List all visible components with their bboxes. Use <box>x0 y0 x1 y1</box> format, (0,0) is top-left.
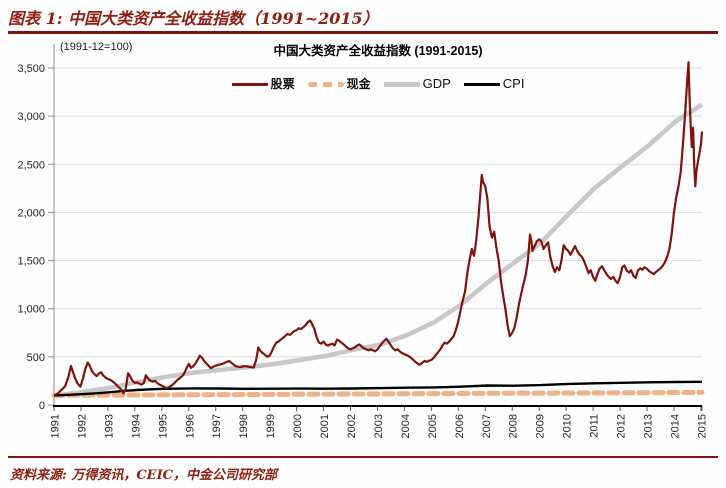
x-axis-label: 2005 <box>427 414 439 438</box>
stocks-line-swatch <box>231 82 268 86</box>
x-axis-label: 2002 <box>346 414 358 438</box>
legend-item-cpi: CPI <box>463 76 525 91</box>
gdp-line-swatch <box>383 81 420 87</box>
y-axis-label: 1,500 <box>17 256 45 268</box>
x-axis-label: 1991 <box>50 414 62 438</box>
x-axis-label: 1998 <box>238 414 250 438</box>
x-axis-label: 2007 <box>481 414 493 438</box>
x-axis-label: 2001 <box>319 414 331 438</box>
x-axis-label: 1993 <box>103 414 115 438</box>
x-axis-label: 2006 <box>454 414 466 438</box>
y-axis-label: 2,000 <box>17 207 45 219</box>
x-axis-label: 1997 <box>211 414 223 438</box>
x-axis-label: 2012 <box>616 414 628 438</box>
legend-item-gdp: GDP <box>383 76 451 91</box>
source-rule <box>8 456 718 458</box>
x-axis-label: 2014 <box>669 414 681 438</box>
x-axis-label: 2011 <box>589 414 601 438</box>
legend-label-cpi: CPI <box>502 76 525 91</box>
series-gdp <box>53 102 704 398</box>
x-axis-label: 2003 <box>373 414 385 438</box>
x-axis-label: 2004 <box>400 414 412 438</box>
x-axis-label: 2013 <box>643 414 655 438</box>
legend-label-cash: 现金 <box>346 77 371 91</box>
x-axis-label: 1999 <box>265 414 277 438</box>
x-axis-label: 2009 <box>535 414 547 438</box>
legend-label-gdp: GDP <box>422 76 451 91</box>
legend-label-stocks: 股票 <box>270 77 295 91</box>
cash-dashed-swatch <box>307 81 344 87</box>
source-text: 资料来源: 万得资讯，CEIC，中金公司研究部 <box>10 468 278 483</box>
y-axis-label: 3,500 <box>17 63 45 75</box>
series-stocks <box>53 61 704 397</box>
x-axis-label: 1995 <box>157 414 169 438</box>
y-axis-label: 3,000 <box>17 111 45 123</box>
y-axis-label: 2,500 <box>17 159 45 171</box>
y-axis-label: 500 <box>27 352 45 364</box>
legend-item-stocks: 股票 <box>231 77 295 91</box>
y-axis-label: 1,000 <box>17 304 45 316</box>
legend-item-cash: 现金 <box>307 77 371 91</box>
series-cash <box>51 389 705 398</box>
y-axis-label: 0 <box>39 400 45 412</box>
chart-title: 中国大类资产全收益指数 (1991-2015) <box>273 44 483 58</box>
x-axis-label: 1994 <box>130 414 142 438</box>
x-axis-label: 2008 <box>508 414 520 438</box>
figure-title: 图表 1: 中国大类资产全收益指数（1991~2015） <box>8 9 379 28</box>
series-cpi <box>53 380 703 397</box>
x-axis-label: 2000 <box>292 414 304 438</box>
x-axis-label: 1996 <box>184 414 196 438</box>
cpi-line-swatch <box>463 82 500 86</box>
legend: 股票 现金 GDP CPI <box>54 77 702 91</box>
x-axis-label: 2015 <box>696 414 708 438</box>
x-axis-label: 2010 <box>562 414 574 438</box>
base-index-note: (1991-12=100) <box>60 41 133 53</box>
x-axis-label: 1992 <box>76 414 88 438</box>
title-rule <box>8 31 718 34</box>
